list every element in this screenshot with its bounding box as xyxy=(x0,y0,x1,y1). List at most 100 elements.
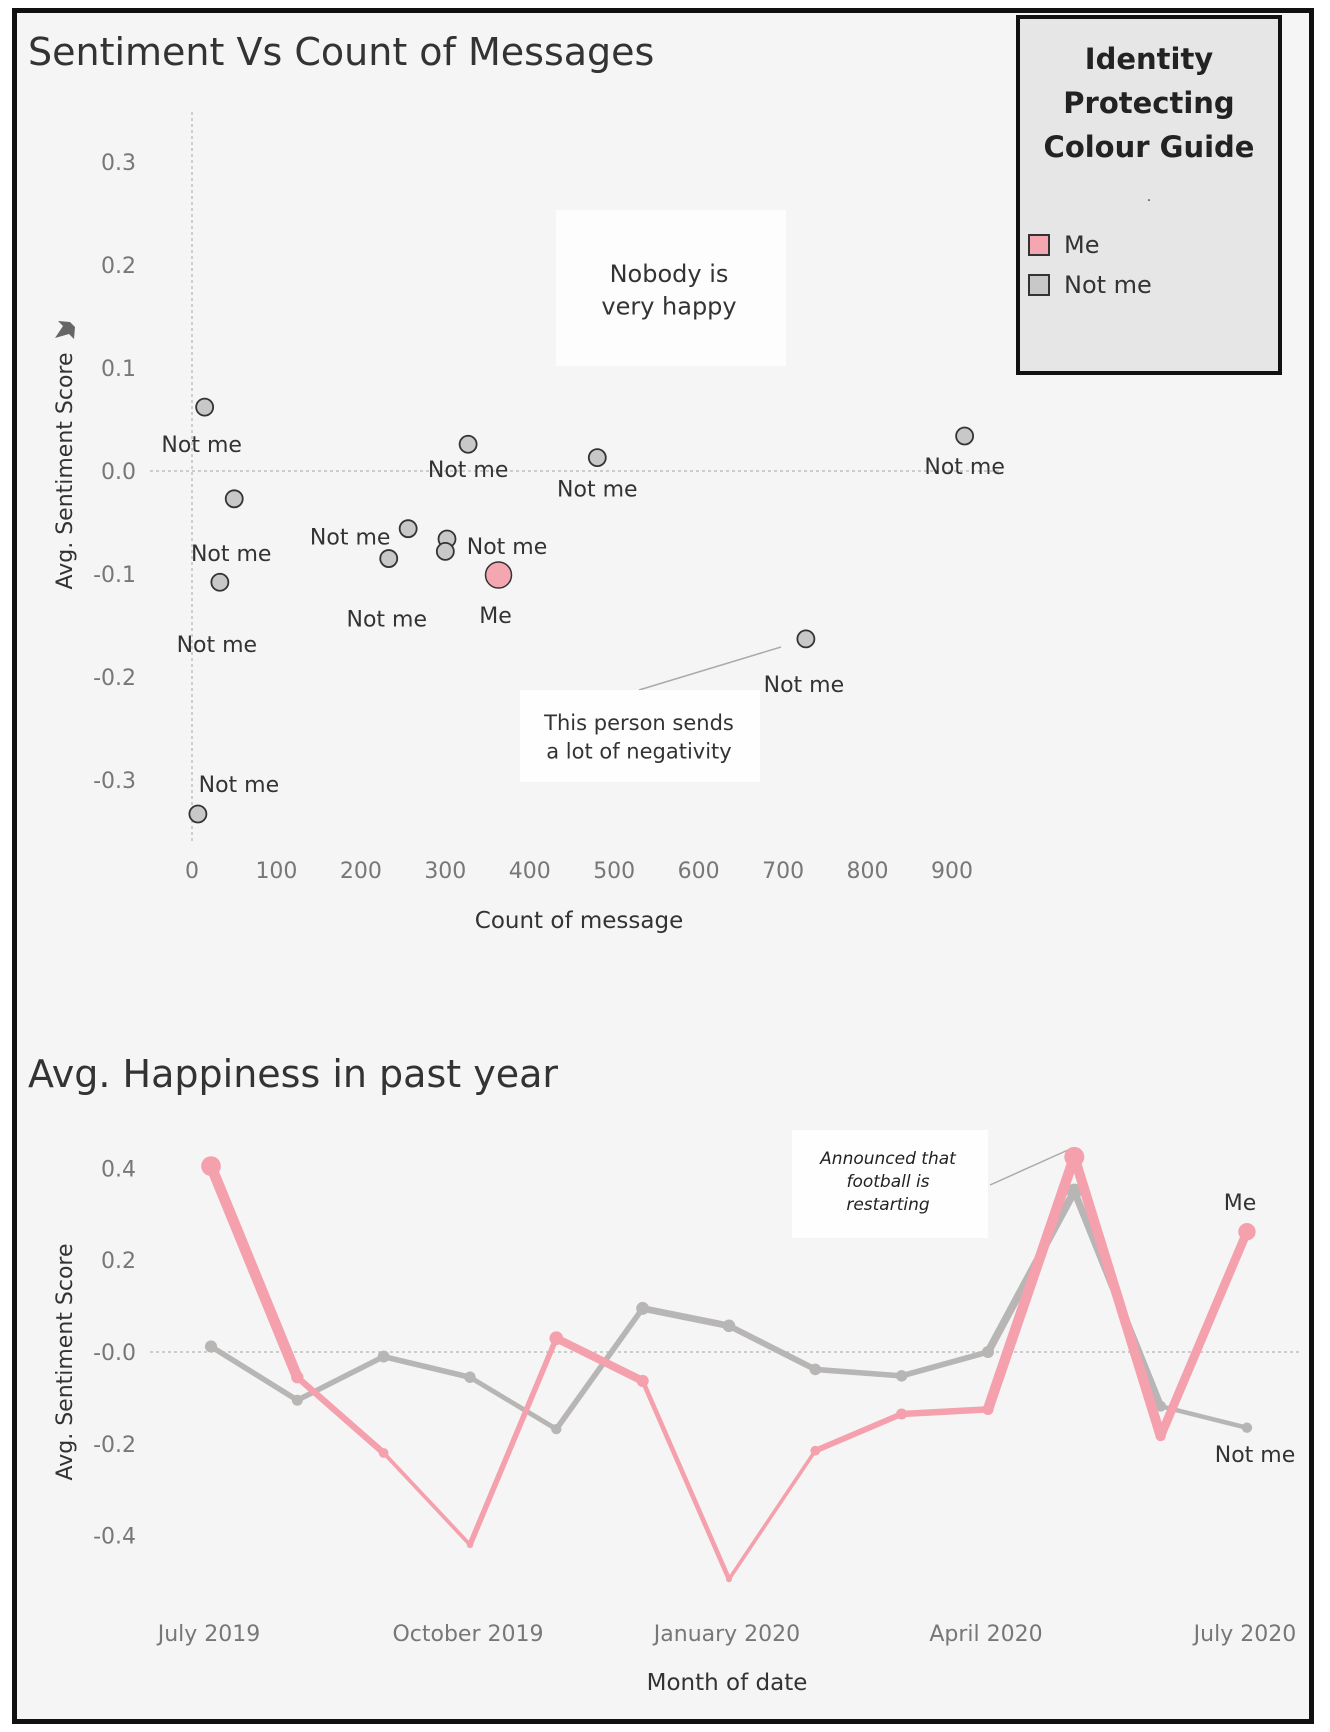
scatter-y-tick-label: -0.2 xyxy=(93,666,136,691)
scatter-point-label: Not me xyxy=(161,433,242,458)
scatter-point xyxy=(955,426,975,446)
scatter-y-tick-label: -0.1 xyxy=(93,563,136,588)
scatter-y-tick-label: 0.0 xyxy=(101,460,136,485)
scatter-x-tick-label: 800 xyxy=(847,859,889,884)
legend-swatch-not-me xyxy=(1028,274,1050,296)
me-point xyxy=(896,1408,908,1420)
scatter-point-label: Not me xyxy=(310,526,391,551)
pin-icon xyxy=(55,321,75,339)
scatter-point-label: Me xyxy=(479,604,512,629)
legend-dot: . xyxy=(1146,189,1152,205)
scatter-point xyxy=(224,489,244,509)
legend-swatch-me xyxy=(1028,234,1050,256)
line-y-tick-label: -0.2 xyxy=(93,1433,136,1458)
scatter-x-axis-label: Count of message xyxy=(475,908,683,934)
scatter-point-label: Not me xyxy=(924,455,1005,480)
annotation-connector-negativity xyxy=(638,646,782,691)
me-line-segment xyxy=(552,1334,647,1385)
scatter-point xyxy=(796,629,816,649)
line-x-tick-label: January 2020 xyxy=(652,1622,800,1647)
me-point xyxy=(466,1541,474,1549)
not-me-point xyxy=(722,1319,736,1333)
scatter-point-label: Not me xyxy=(199,773,280,798)
legend-label-me: Me xyxy=(1064,231,1100,259)
me-point xyxy=(291,1371,304,1384)
me-line-segment xyxy=(727,1448,818,1582)
scatter-y-tick-label: 0.3 xyxy=(101,151,136,176)
scatter-x-tick-label: 700 xyxy=(762,859,804,884)
not-me-point xyxy=(895,1370,908,1382)
me-point xyxy=(982,1403,994,1415)
line-y-axis-label: Avg. Sentiment Score xyxy=(53,1243,78,1480)
scatter-x-tick-label: 0 xyxy=(185,859,199,884)
line-y-tick-label: 0.2 xyxy=(101,1249,136,1274)
line-y-tick-label: -0.0 xyxy=(93,1341,136,1366)
me-line-segment xyxy=(640,1378,732,1582)
line-x-tick-label: July 2020 xyxy=(1192,1622,1297,1647)
scatter-x-tick-label: 200 xyxy=(340,859,382,884)
scatter-point-me xyxy=(484,561,513,589)
annotation-box-football xyxy=(792,1130,988,1238)
me-line-segment xyxy=(1069,1151,1166,1441)
me-point xyxy=(1155,1430,1166,1442)
not-me-point xyxy=(551,1423,562,1435)
scatter-point-label: Not me xyxy=(191,542,272,567)
annotation-happy-text: Nobody is very happy xyxy=(601,260,736,320)
scatter-y-tick-label: 0.1 xyxy=(101,357,136,382)
scatter-x-tick-label: 100 xyxy=(255,859,297,884)
not-me-line-segment xyxy=(467,1374,559,1432)
not-me-point xyxy=(204,1340,218,1353)
scatter-point xyxy=(435,541,455,561)
line-x-axis-label: Month of date xyxy=(647,1670,808,1696)
me-line-segment xyxy=(1156,1227,1252,1441)
legend-item-me[interactable]: Me xyxy=(1028,231,1099,259)
not-me-line-segment xyxy=(725,1322,819,1373)
scatter-point-label: Not me xyxy=(346,608,427,633)
not-me-point xyxy=(464,1371,476,1383)
me-line-segment xyxy=(205,1160,303,1383)
series-label-me: Me xyxy=(1224,1191,1257,1216)
not-me-line-segment xyxy=(812,1366,905,1379)
not-me-line-segment xyxy=(380,1353,473,1381)
line-x-tick-label: July 2019 xyxy=(156,1622,261,1647)
scatter-point-label: Not me xyxy=(428,458,509,483)
me-line-segment xyxy=(812,1411,905,1454)
not-me-line-segment xyxy=(639,1305,733,1330)
me-point xyxy=(1238,1223,1256,1241)
annotation-box-negativity xyxy=(520,690,760,782)
scatter-x-tick-label: 500 xyxy=(593,859,635,884)
me-point xyxy=(378,1448,389,1458)
scatter-x-tick-label: 900 xyxy=(931,859,973,884)
me-point xyxy=(810,1445,821,1456)
scatter-point-label: Not me xyxy=(467,535,548,560)
scatter-point xyxy=(188,804,208,824)
legend-item-not-me[interactable]: Not me xyxy=(1028,271,1152,299)
scatter-x-tick-label: 600 xyxy=(678,859,720,884)
not-me-point xyxy=(1066,1183,1083,1200)
annotation-box-happy xyxy=(556,210,786,366)
scatter-y-tick-label: 0.2 xyxy=(101,254,136,279)
me-point xyxy=(201,1156,221,1176)
not-me-point xyxy=(981,1346,994,1358)
scatter-x-tick-label: 300 xyxy=(424,859,466,884)
scatter-point xyxy=(398,519,418,539)
scatter-x-tick-label: 400 xyxy=(509,859,551,884)
not-me-line-segment xyxy=(553,1305,646,1432)
me-line-segment xyxy=(467,1335,560,1548)
line-x-tick-label: April 2020 xyxy=(929,1622,1042,1647)
legend: Identity Protecting Colour Guide . Me No… xyxy=(1016,15,1282,375)
scatter-point xyxy=(379,549,399,568)
annotation-football-text: Announced that football is restarting xyxy=(819,1149,957,1215)
not-me-point xyxy=(809,1363,822,1376)
not-me-point xyxy=(636,1301,650,1315)
line-title: Avg. Happiness in past year xyxy=(28,1052,559,1096)
scatter-point-label: Not me xyxy=(764,673,845,698)
not-me-point xyxy=(291,1394,303,1406)
me-point xyxy=(1064,1146,1085,1167)
not-me-line-segment xyxy=(898,1349,991,1379)
scatter-point xyxy=(587,448,607,468)
annotation-negativity-text: This person sends a lot of negativity xyxy=(543,711,734,763)
me-series xyxy=(201,1146,1256,1583)
not-me-point xyxy=(1155,1400,1167,1412)
